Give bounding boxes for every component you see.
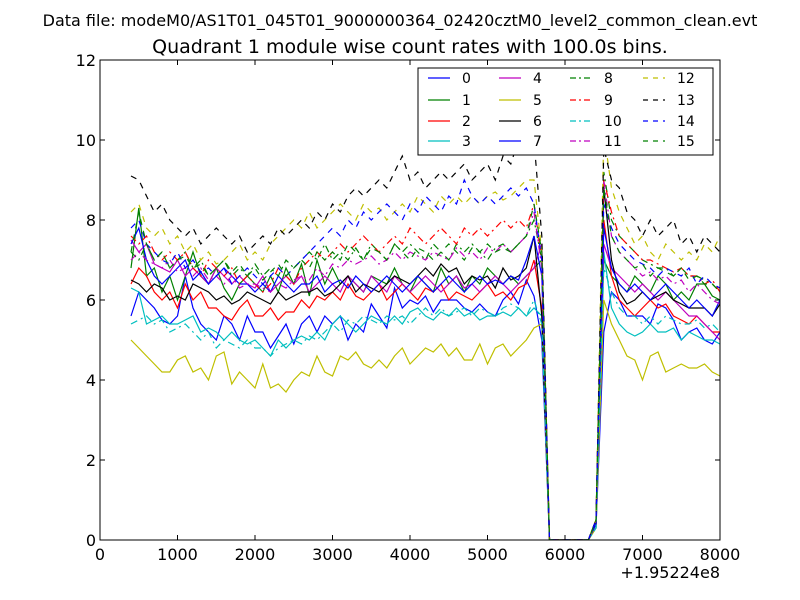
- series-line-3: [130, 251, 720, 540]
- x-tick-label: 6000: [545, 545, 586, 564]
- legend-label-5: 5: [533, 93, 542, 109]
- legend-label-11: 11: [604, 134, 622, 150]
- series-line-5: [130, 299, 720, 540]
- y-tick-label: 6: [86, 291, 96, 310]
- legend-label-12: 12: [677, 71, 695, 87]
- legend-label-15: 15: [677, 134, 695, 150]
- legend-label-14: 14: [677, 114, 695, 130]
- legend-label-2: 2: [462, 114, 471, 130]
- series-line-8: [130, 171, 720, 540]
- legend-label-3: 3: [462, 134, 471, 150]
- legend-label-1: 1: [462, 93, 471, 109]
- legend-label-4: 4: [533, 71, 542, 87]
- series-line-7: [130, 226, 720, 540]
- series-line-11: [130, 179, 720, 540]
- legend-label-7: 7: [533, 134, 542, 150]
- x-tick-label: 0: [95, 545, 105, 564]
- x-tick-label: 7000: [622, 545, 663, 564]
- series-line-12: [130, 131, 720, 540]
- series-line-10: [130, 267, 720, 540]
- series-layer: [130, 131, 720, 540]
- legend-label-13: 13: [677, 93, 695, 109]
- x-axis: 0 1000 2000 3000 4000 5000 6000 7000 8000: [95, 60, 740, 564]
- y-tick-label: 4: [86, 371, 96, 390]
- series-line-15: [130, 187, 720, 540]
- legend-label-6: 6: [533, 114, 542, 130]
- legend-label-8: 8: [604, 71, 613, 87]
- series-line-0: [130, 275, 720, 540]
- series-line-4: [130, 239, 720, 540]
- y-tick-label: 10: [76, 131, 96, 150]
- series-line-1: [130, 207, 720, 540]
- x-tick-label: 3000: [312, 545, 353, 564]
- series-line-6: [130, 187, 720, 540]
- x-tick-label: 1000: [157, 545, 198, 564]
- y-tick-label: 2: [86, 451, 96, 470]
- x-tick-label: 4000: [390, 545, 431, 564]
- x-axis-offset-label: +1.95224e8: [620, 563, 720, 582]
- x-tick-label: 5000: [467, 545, 508, 564]
- series-line-13: [130, 138, 720, 540]
- chart-suptitle: Data file: modeM0/AS1T01_045T01_90000003…: [43, 11, 758, 31]
- legend-label-10: 10: [604, 114, 622, 130]
- x-tick-label: 8000: [700, 545, 741, 564]
- y-tick-label: 0: [86, 531, 96, 550]
- series-line-14: [130, 178, 720, 540]
- series-line-9: [130, 179, 720, 540]
- legend-label-0: 0: [462, 71, 471, 87]
- y-tick-label: 8: [86, 211, 96, 230]
- legend-label-9: 9: [604, 93, 613, 109]
- chart-title: Quadrant 1 module wise count rates with …: [152, 36, 668, 58]
- x-tick-label: 2000: [235, 545, 276, 564]
- y-tick-label: 12: [76, 51, 96, 70]
- series-line-2: [130, 219, 720, 540]
